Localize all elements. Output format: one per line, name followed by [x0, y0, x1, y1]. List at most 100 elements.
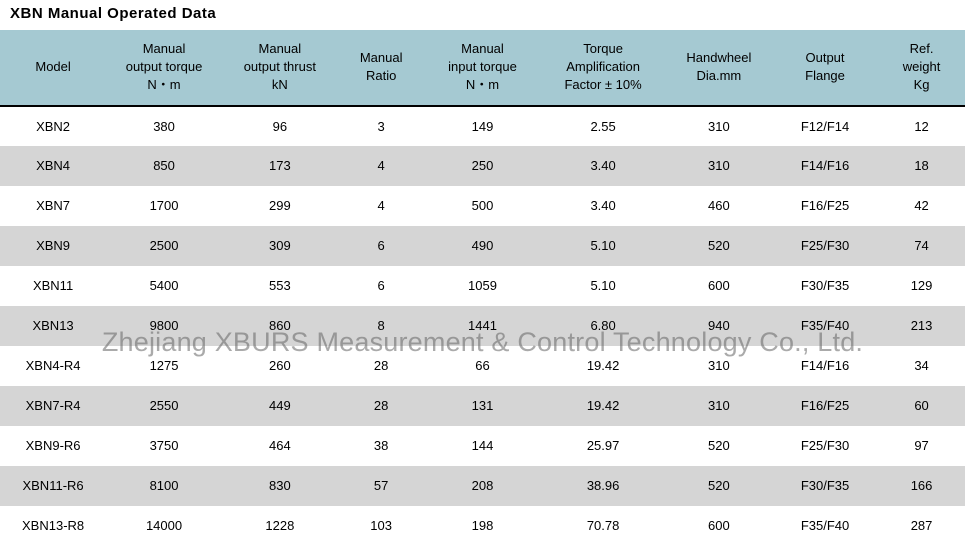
table-cell: XBN4-R4: [0, 346, 106, 386]
table-cell: 166: [878, 466, 965, 506]
table-cell: 1275: [106, 346, 222, 386]
table-cell: 5.10: [540, 266, 665, 306]
table-cell: 2500: [106, 226, 222, 266]
table-cell: 70.78: [540, 506, 665, 546]
data-table: ModelManualoutput torqueN・mManualoutput …: [0, 30, 965, 546]
table-header-cell: HandwheelDia.mm: [666, 30, 772, 106]
table-cell: 490: [425, 226, 541, 266]
table-cell: 310: [666, 106, 772, 146]
table-cell: 520: [666, 426, 772, 466]
table-cell: XBN2: [0, 106, 106, 146]
table-cell: 309: [222, 226, 338, 266]
table-cell: 5400: [106, 266, 222, 306]
table-row: XBN139800860814416.80940F35/F40213: [0, 306, 965, 346]
table-cell: 520: [666, 226, 772, 266]
table-cell: 4: [338, 146, 425, 186]
table-cell: F30/F35: [772, 266, 878, 306]
table-cell: 97: [878, 426, 965, 466]
table-cell: 25.97: [540, 426, 665, 466]
table-cell: 38.96: [540, 466, 665, 506]
table-cell: F16/F25: [772, 386, 878, 426]
table-cell: 8: [338, 306, 425, 346]
table-cell: 34: [878, 346, 965, 386]
page-title: XBN Manual Operated Data: [0, 0, 965, 30]
table-cell: XBN13-R8: [0, 506, 106, 546]
table-cell: 600: [666, 506, 772, 546]
table-cell: 18: [878, 146, 965, 186]
table-cell: 860: [222, 306, 338, 346]
table-cell: 850: [106, 146, 222, 186]
table-cell: 449: [222, 386, 338, 426]
table-cell: 260: [222, 346, 338, 386]
table-cell: 12: [878, 106, 965, 146]
table-cell: F25/F30: [772, 226, 878, 266]
table-cell: 208: [425, 466, 541, 506]
table-cell: 500: [425, 186, 541, 226]
table-cell: 38: [338, 426, 425, 466]
table-row: XBN4-R41275260286619.42310F14/F1634: [0, 346, 965, 386]
table-header-cell: Ref.weightKg: [878, 30, 965, 106]
table-cell: 380: [106, 106, 222, 146]
table-cell: 310: [666, 146, 772, 186]
table-cell: 149: [425, 106, 541, 146]
table-header-cell: Manualoutput thrustkN: [222, 30, 338, 106]
table-cell: F35/F40: [772, 306, 878, 346]
table-cell: 57: [338, 466, 425, 506]
table-cell: 131: [425, 386, 541, 426]
table-cell: 28: [338, 386, 425, 426]
table-cell: 6: [338, 266, 425, 306]
table-cell: 173: [222, 146, 338, 186]
table-cell: 198: [425, 506, 541, 546]
table-cell: F25/F30: [772, 426, 878, 466]
table-row: XBN9-R637504643814425.97520F25/F3097: [0, 426, 965, 466]
table-cell: 9800: [106, 306, 222, 346]
table-cell: 103: [338, 506, 425, 546]
table-cell: 8100: [106, 466, 222, 506]
table-cell: 19.42: [540, 346, 665, 386]
table-row: XBN11-R681008305720838.96520F30/F35166: [0, 466, 965, 506]
table-row: XBN23809631492.55310F12/F1412: [0, 106, 965, 146]
table-cell: 42: [878, 186, 965, 226]
table-row: XBN9250030964905.10520F25/F3074: [0, 226, 965, 266]
table-cell: 1441: [425, 306, 541, 346]
table-cell: XBN11-R6: [0, 466, 106, 506]
table-cell: 3.40: [540, 186, 665, 226]
table-header-cell: TorqueAmplificationFactor ± 10%: [540, 30, 665, 106]
table-cell: XBN9-R6: [0, 426, 106, 466]
table-cell: 4: [338, 186, 425, 226]
table-cell: 66: [425, 346, 541, 386]
table-cell: 1700: [106, 186, 222, 226]
table-row: XBN115400553610595.10600F30/F35129: [0, 266, 965, 306]
table-cell: XBN9: [0, 226, 106, 266]
table-cell: 3.40: [540, 146, 665, 186]
table-cell: 830: [222, 466, 338, 506]
table-cell: 129: [878, 266, 965, 306]
table-cell: XBN4: [0, 146, 106, 186]
table-cell: F14/F16: [772, 146, 878, 186]
table-cell: 14000: [106, 506, 222, 546]
table-cell: 74: [878, 226, 965, 266]
table-header-cell: ManualRatio: [338, 30, 425, 106]
table-cell: 3750: [106, 426, 222, 466]
table-cell: 2.55: [540, 106, 665, 146]
table-row: XBN7-R425504492813119.42310F16/F2560: [0, 386, 965, 426]
table-header-row: ModelManualoutput torqueN・mManualoutput …: [0, 30, 965, 106]
table-cell: 520: [666, 466, 772, 506]
table-cell: 60: [878, 386, 965, 426]
table-cell: XBN11: [0, 266, 106, 306]
table-cell: 19.42: [540, 386, 665, 426]
table-body: XBN23809631492.55310F12/F1412XBN48501734…: [0, 106, 965, 546]
table-cell: F35/F40: [772, 506, 878, 546]
table-cell: 96: [222, 106, 338, 146]
table-cell: 3: [338, 106, 425, 146]
table-cell: 460: [666, 186, 772, 226]
table-header-cell: Manualoutput torqueN・m: [106, 30, 222, 106]
table-cell: F12/F14: [772, 106, 878, 146]
table-cell: F14/F16: [772, 346, 878, 386]
table-row: XBN485017342503.40310F14/F1618: [0, 146, 965, 186]
table-cell: 6: [338, 226, 425, 266]
table-cell: 287: [878, 506, 965, 546]
table-cell: 250: [425, 146, 541, 186]
table-cell: 940: [666, 306, 772, 346]
table-header-cell: Model: [0, 30, 106, 106]
